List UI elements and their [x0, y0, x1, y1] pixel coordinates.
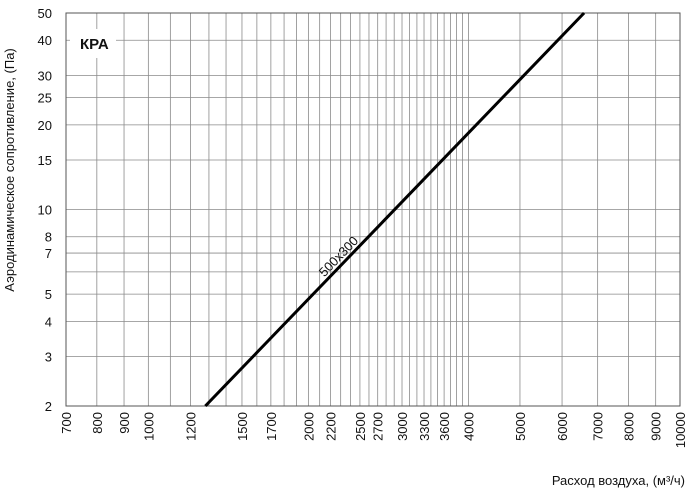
x-tick-label: 3300: [417, 412, 432, 441]
y-tick-label: 5: [45, 287, 52, 302]
x-tick-label: 2700: [371, 412, 386, 441]
x-tick-label: 5000: [513, 412, 528, 441]
y-tick-label: 7: [45, 246, 52, 261]
x-axis-label: Расход воздуха, (м³/ч): [552, 473, 685, 488]
y-tick-label: 3: [45, 350, 52, 365]
y-tick-label: 4: [45, 314, 52, 329]
x-tick-label: 700: [59, 412, 74, 434]
series-line: [204, 11, 586, 408]
x-tick-label: 2500: [353, 412, 368, 441]
y-tick-label: 10: [38, 203, 52, 218]
x-tick-label: 9000: [649, 412, 664, 441]
plot-frame: [65, 12, 681, 407]
y-tick-label: 30: [38, 68, 52, 83]
y-tick-labels: 2 3 4 5 78 10 15 20 25 30 40 50: [38, 6, 52, 414]
x-tick-label: 2000: [301, 412, 316, 441]
y-tick-label: 8: [45, 230, 52, 245]
x-tick-label: 2200: [323, 412, 338, 441]
y-tick-label: 50: [38, 6, 52, 21]
y-tick-label: 40: [38, 33, 52, 48]
y-tick-label: 25: [38, 91, 52, 106]
x-tick-label: 6000: [555, 412, 570, 441]
x-tick-label: 1700: [264, 412, 279, 441]
x-tick-label: 1000: [141, 412, 156, 441]
x-tick-label: 10000: [673, 412, 688, 448]
x-tick-labels: 700 800 900 1000 1200 1500 1700 2000 2200 2500 270…: [59, 412, 688, 448]
x-tick-label: 1500: [235, 412, 250, 441]
series-label: 500x300: [316, 233, 361, 279]
x-tick-label: 800: [90, 412, 105, 434]
x-tick-label: 4000: [461, 412, 476, 441]
y-axis-label: Аэродинамическое сопротивление, (Па): [2, 48, 17, 291]
x-tick-label: 7000: [591, 412, 606, 441]
grid: [65, 12, 681, 407]
y-tick-label: 15: [38, 153, 52, 168]
title-backdrop: [70, 29, 116, 58]
x-tick-label: 900: [117, 412, 132, 434]
chart-title: КРА: [80, 36, 109, 53]
y-tick-label: 20: [38, 118, 52, 133]
x-tick-label: 3600: [437, 412, 452, 441]
x-tick-label: 1200: [183, 412, 198, 441]
x-tick-label: 8000: [621, 412, 636, 441]
x-tick-label: 3000: [395, 412, 410, 441]
y-tick-label: 2: [45, 399, 52, 414]
